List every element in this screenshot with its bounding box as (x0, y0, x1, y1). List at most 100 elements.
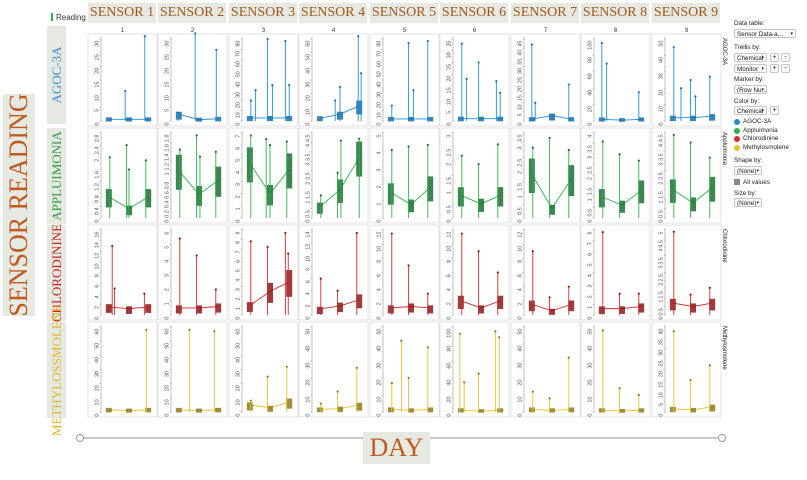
y-tick-label: 0 (165, 414, 171, 417)
data-table-value: Sensor Data-a... (737, 31, 783, 38)
point-cluster (316, 306, 323, 315)
y-tick-label: 1.8 (165, 135, 171, 143)
x-range-right-handle[interactable] (718, 434, 726, 442)
chevron-down-icon: ▾ (756, 200, 759, 206)
y-tick-label: 40 (377, 346, 383, 352)
y-tick-label: 100 (447, 329, 453, 338)
spike-point (249, 399, 252, 402)
spike-point (477, 250, 480, 253)
y-tick-label: 0 (518, 220, 524, 223)
spike-point (143, 292, 146, 295)
y-tick-label: 20 (659, 90, 665, 96)
y-tick-label: 40 (306, 346, 312, 352)
spike-point (355, 366, 358, 369)
point-cluster (709, 114, 716, 121)
spike-point (477, 372, 480, 375)
spike-point (390, 148, 393, 152)
point-cluster (337, 302, 343, 313)
point-cluster (598, 306, 605, 314)
point-cluster (598, 189, 605, 208)
legend-item-label: Methylosmolene (743, 143, 789, 151)
y-tick-label: 30 (236, 92, 242, 98)
point-cluster (196, 117, 202, 122)
y-tick-label: 8 (377, 260, 383, 263)
y-tick-label: 0 (518, 123, 524, 126)
y-tick-label: 20 (588, 380, 594, 386)
y-tick-label: 40 (659, 329, 665, 335)
y-tick-label: 0.4 (95, 207, 101, 215)
y-tick-label: 60 (447, 363, 453, 369)
column-header-sensor-4: SENSOR 4 (299, 3, 367, 23)
point-cluster (478, 198, 484, 212)
y-tick-label: 10 (588, 397, 594, 403)
point-cluster (427, 176, 434, 202)
shape-dropdown[interactable]: (None) ▾ (734, 166, 762, 175)
y-tick-label: 40 (306, 68, 312, 74)
point-cluster (246, 147, 253, 183)
y-tick-label: 35 (447, 41, 453, 47)
y-tick-label: 0.5 (306, 210, 312, 218)
point-cluster (316, 116, 323, 122)
spike-point (249, 99, 252, 102)
y-tick-label: 50 (236, 71, 242, 77)
trellis-row-dropdown[interactable]: Monitor ▾ (734, 64, 767, 73)
point-cluster (709, 176, 716, 202)
point-cluster (638, 408, 645, 413)
spike-point (531, 390, 534, 393)
point-cluster (528, 407, 535, 413)
point-cluster (478, 409, 484, 413)
y-tick-label: 0.4 (165, 201, 171, 209)
marker-dropdown[interactable]: (Row Nu... ▾ (734, 85, 767, 94)
spike-point (477, 163, 480, 166)
point-cluster (528, 158, 535, 194)
point-cluster (105, 117, 112, 122)
y-tick-label: 10 (518, 397, 524, 403)
y-tick-label: 10 (306, 397, 312, 403)
y-tick-label: 2 (518, 171, 524, 174)
point-cluster (126, 306, 132, 314)
y-tick-label: 8 (588, 232, 594, 235)
spike-point (390, 382, 393, 385)
y-tick-label: 12 (95, 253, 101, 259)
x-range-left-handle[interactable] (76, 434, 84, 442)
spike-point (498, 336, 501, 339)
trellis-column-add-button[interactable]: + (770, 53, 779, 62)
y-tick-label: 15 (95, 82, 101, 88)
spike-point (178, 237, 181, 240)
row-side-label: Methylosmolene (721, 326, 727, 370)
y-tick-label: 10 (518, 246, 524, 252)
y-tick-label: 0 (659, 123, 665, 126)
point-cluster (690, 197, 696, 212)
column-number: 8 (614, 28, 618, 34)
y-tick-label: 20 (95, 68, 101, 74)
trellis-row-remove-button[interactable]: - (781, 64, 790, 73)
spike-point (176, 111, 179, 114)
trellis-row-add-button[interactable]: + (770, 64, 779, 73)
y-tick-label: 16 (95, 232, 101, 238)
y-tick-label: 3.5 (659, 257, 665, 265)
data-table-dropdown[interactable]: Sensor Data-a... ▾ (734, 29, 796, 38)
trellis-column-dropdown[interactable]: Chemical ▾ (734, 53, 767, 62)
point-cluster (638, 180, 645, 204)
y-tick-label: 10 (659, 106, 665, 112)
spike-point (358, 137, 361, 140)
spike-point (266, 375, 269, 378)
column-header-sensor-6: SENSOR 6 (440, 3, 508, 23)
y-tick-label: 0 (659, 414, 665, 417)
y-tick-label: 2 (306, 182, 312, 185)
column-number: 5 (403, 28, 407, 34)
spike-point (284, 231, 287, 234)
panel-frame (369, 33, 440, 127)
color-dropdown[interactable]: Chemical ▾ (734, 106, 767, 115)
y-tick-label: 10 (236, 112, 242, 118)
y-tick-label: 4 (306, 292, 312, 295)
panel-frame (439, 33, 510, 127)
y-tick-label: 3 (588, 156, 594, 159)
trellis-column-remove-button[interactable]: - (781, 53, 790, 62)
size-dropdown[interactable]: (None) ▾ (734, 198, 762, 207)
y-tick-label: 2 (377, 302, 383, 305)
point-cluster (568, 300, 575, 312)
color-add-button[interactable]: + (770, 106, 779, 115)
panel-frame (439, 321, 510, 418)
point-cluster (690, 303, 696, 313)
